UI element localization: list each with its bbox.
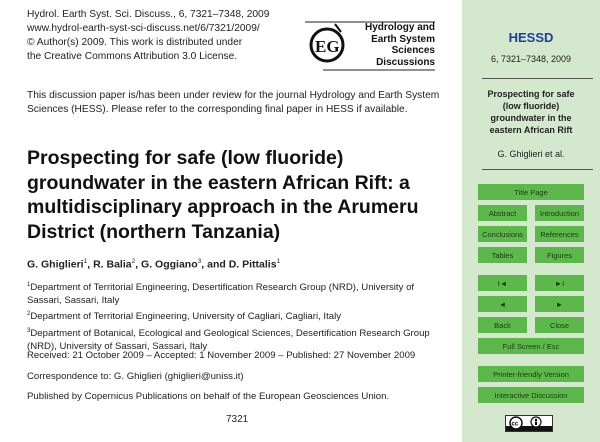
author: R. Balia [93,258,132,271]
introduction-button[interactable]: Introduction [535,205,584,221]
short-authors: G. Ghiglieri et al. [497,149,565,159]
cc-by-icon: cc [505,415,553,432]
full-screen-button[interactable]: Full Screen / Esc [478,338,584,354]
journal-logo: EG Hydrology and Earth System Sciences D… [305,20,437,72]
journal-name: HESSD [508,30,554,45]
affiliation-text: Department of Botanical, Ecological and … [27,328,430,352]
egu-globe-icon: EG [305,21,435,71]
back-button[interactable]: Back [478,317,527,333]
citation-line: Hydrol. Earth Syst. Sci. Discuss., 6, 73… [27,9,270,20]
logo-line: Sciences [391,45,435,56]
url-line[interactable]: www.hydrol-earth-syst-sci-discuss.net/6/… [27,23,260,34]
title-page-button[interactable]: Title Page [478,184,584,200]
logo-line: Earth System [371,33,435,45]
affiliation-number: 2 [27,311,31,318]
publisher: Published by Copernicus Publications on … [27,391,390,402]
citation-header: Hydrol. Earth Syst. Sci. Discuss., 6, 73… [27,8,269,64]
printer-friendly-button[interactable]: Printer-friendly Version [478,366,584,382]
divider [482,169,593,170]
logo-line: Hydrology and [364,22,435,33]
divider [482,78,593,79]
references-button[interactable]: References [535,226,584,242]
correspondence: Correspondence to: G. Ghiglieri (ghiglie… [27,371,244,382]
review-notice: This discussion paper is/has been under … [27,90,440,115]
paper-title: Prospecting for safe (low fluoride) grou… [27,147,419,243]
abstract-button[interactable]: Abstract [478,205,527,221]
navigation-sidebar: HESSD 6, 7321–7348, 2009 Prospecting for… [462,0,600,442]
affiliation-text: Department of Territorial Engineering, D… [27,282,415,306]
logo-text: Hydrology and Earth System Sciences Disc… [365,22,435,68]
affiliation-mark: 3 [197,258,202,265]
affiliation: 2Department of Territorial Engineering, … [27,308,447,324]
copyright-line: © Author(s) 2009. This work is distribut… [27,37,243,48]
author: G. Ghiglieri [27,258,84,271]
last-page-button[interactable]: ►I [535,275,584,291]
figures-button[interactable]: Figures [535,247,584,263]
volume-info: 6, 7321–7348, 2009 [490,54,572,64]
author-conjunction: and [207,258,226,271]
affiliation: 1Department of Territorial Engineering, … [27,279,447,307]
affiliation-number: 1 [27,282,31,288]
next-page-button[interactable]: ► [535,296,584,312]
affiliation-mark: 1 [83,258,88,265]
previous-page-button[interactable]: ◄ [478,296,527,312]
first-page-button[interactable]: I◄ [478,275,527,291]
affiliations: 1Department of Territorial Engineering, … [27,279,447,354]
close-button[interactable]: Close [535,317,584,333]
logo-line: Discussions [376,56,435,68]
license-line: the Creative Commons Attribution 3.0 Lic… [27,51,238,62]
tables-button[interactable]: Tables [478,247,527,263]
affiliation-mark: 2 [131,258,136,265]
dates: Received: 21 October 2009 – Accepted: 1 … [27,350,416,361]
svg-text:EG: EG [315,37,340,56]
affiliation: 3Department of Botanical, Ecological and… [27,325,447,353]
author-list: G. Ghiglieri1, R. Balia2, G. Oggiano3, a… [27,258,281,271]
short-title: Prospecting for safe (low fluoride) grou… [487,89,575,135]
interactive-discussion-button[interactable]: Interactive Discussion [478,387,584,403]
conclusions-button[interactable]: Conclusions [478,226,527,242]
page-number: 7321 [226,414,249,425]
author: D. Pittalis [228,258,277,271]
svg-text:cc: cc [512,422,519,428]
affiliation-mark: 1 [276,258,281,265]
affiliation-text: Department of Territorial Engineering, U… [30,311,342,323]
author: G. Oggiano [141,258,198,271]
affiliation-number: 3 [27,327,31,334]
